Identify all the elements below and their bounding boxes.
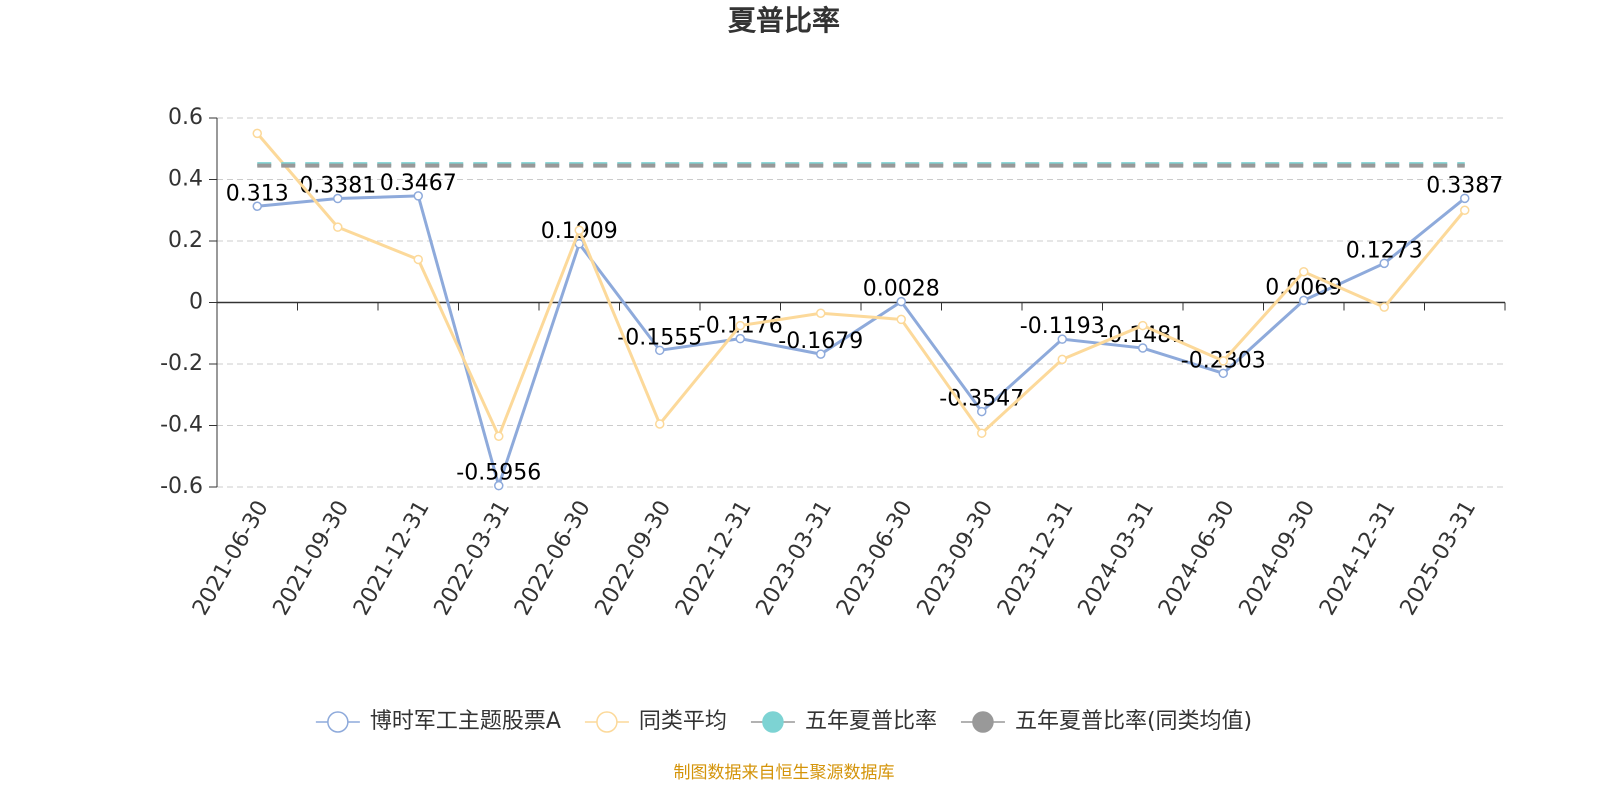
x-tick-label: 2022-09-30 bbox=[591, 497, 677, 620]
series-line bbox=[257, 194, 1466, 491]
legend-marker bbox=[972, 711, 994, 733]
point bbox=[1379, 302, 1389, 312]
legend-label: 同类平均 bbox=[639, 709, 727, 734]
point bbox=[816, 349, 826, 359]
data-label: 0.3381 bbox=[299, 174, 376, 199]
y-tick-label: 0.2 bbox=[168, 228, 203, 253]
data-label: -0.1555 bbox=[617, 325, 702, 350]
y-tick-label: -0.2 bbox=[160, 351, 203, 376]
y-tick-label: 0.6 bbox=[168, 105, 203, 130]
data-label: 0.1273 bbox=[1346, 238, 1423, 263]
legend-item: 同类平均 bbox=[584, 709, 727, 734]
data-label: 0.313 bbox=[226, 181, 289, 206]
data-label: -0.1193 bbox=[1020, 314, 1105, 339]
data-label: -0.5956 bbox=[456, 461, 541, 486]
legend-label: 博时军工主题股票A bbox=[370, 709, 561, 734]
legend-label: 五年夏普比率 bbox=[805, 709, 937, 734]
point bbox=[735, 320, 745, 331]
point bbox=[896, 296, 906, 307]
point bbox=[1057, 354, 1067, 365]
point bbox=[655, 419, 665, 429]
legend: 博时军工主题股票A 同类平均 五年夏普比率 五年夏普比率(同类均值) bbox=[315, 709, 1252, 734]
legend-label: 五年夏普比率(同类均值) bbox=[1015, 709, 1252, 734]
x-tick-label: 2021-09-30 bbox=[269, 497, 355, 620]
point bbox=[1299, 295, 1309, 306]
data-label: 0.3387 bbox=[1426, 173, 1503, 198]
source-note: 制图数据来自恒生聚源数据库 bbox=[674, 763, 895, 783]
point bbox=[333, 222, 343, 232]
chart-title: 夏普比率 bbox=[728, 4, 840, 37]
y-tick-label: -0.6 bbox=[160, 474, 203, 499]
legend-marker bbox=[596, 711, 618, 733]
x-tick-label: 2021-06-30 bbox=[188, 497, 274, 620]
x-tick-label: 2023-03-31 bbox=[752, 497, 838, 620]
point bbox=[1218, 368, 1228, 379]
point bbox=[735, 333, 745, 344]
point bbox=[494, 480, 504, 491]
point bbox=[1299, 267, 1309, 277]
x-tick-label: 2022-06-30 bbox=[510, 497, 596, 620]
point bbox=[977, 406, 987, 417]
data-label: 0.3467 bbox=[380, 171, 457, 196]
x-tick-label: 2021-12-31 bbox=[349, 497, 435, 620]
x-tick-label: 2022-12-31 bbox=[671, 497, 757, 620]
point bbox=[413, 191, 423, 201]
legend-marker bbox=[327, 711, 349, 733]
legend-marker bbox=[762, 711, 784, 733]
x-tick-label: 2023-09-30 bbox=[913, 497, 999, 620]
point bbox=[1138, 320, 1148, 331]
point bbox=[252, 128, 262, 139]
point bbox=[1460, 205, 1470, 215]
point bbox=[333, 193, 343, 204]
series-line bbox=[256, 132, 1466, 441]
x-tick-label: 2022-03-31 bbox=[430, 497, 516, 620]
data-label: -0.1679 bbox=[778, 329, 863, 354]
x-tick-label: 2024-09-30 bbox=[1235, 497, 1321, 620]
point bbox=[1460, 193, 1470, 204]
x-tick-label: 2023-06-30 bbox=[832, 497, 918, 620]
x-tick-label: 2024-03-31 bbox=[1074, 497, 1160, 620]
point bbox=[494, 431, 504, 442]
x-tick-label: 2023-12-31 bbox=[993, 497, 1079, 620]
point bbox=[574, 225, 584, 235]
data-label: 0.0028 bbox=[863, 277, 940, 302]
legend-item: 五年夏普比率 bbox=[750, 709, 937, 734]
legend-item: 博时军工主题股票A bbox=[315, 709, 561, 734]
point bbox=[1218, 356, 1228, 366]
point bbox=[413, 254, 423, 265]
x-tick-label: 2024-12-31 bbox=[1315, 497, 1401, 620]
point bbox=[816, 308, 826, 319]
point bbox=[1138, 343, 1148, 353]
point bbox=[252, 201, 262, 212]
data-label: 0.0069 bbox=[1265, 275, 1342, 300]
point bbox=[655, 345, 665, 356]
legend-item: 五年夏普比率(同类均值) bbox=[960, 709, 1252, 734]
x-tick-label: 2025-03-31 bbox=[1396, 497, 1482, 620]
y-tick-label: 0 bbox=[189, 290, 203, 315]
x-tick-label: 2024-06-30 bbox=[1154, 497, 1240, 620]
y-tick-label: -0.4 bbox=[160, 413, 203, 438]
point bbox=[1379, 258, 1389, 269]
point bbox=[1057, 334, 1067, 344]
y-tick-label: 0.4 bbox=[168, 167, 203, 192]
point bbox=[977, 428, 987, 438]
point bbox=[896, 314, 906, 325]
